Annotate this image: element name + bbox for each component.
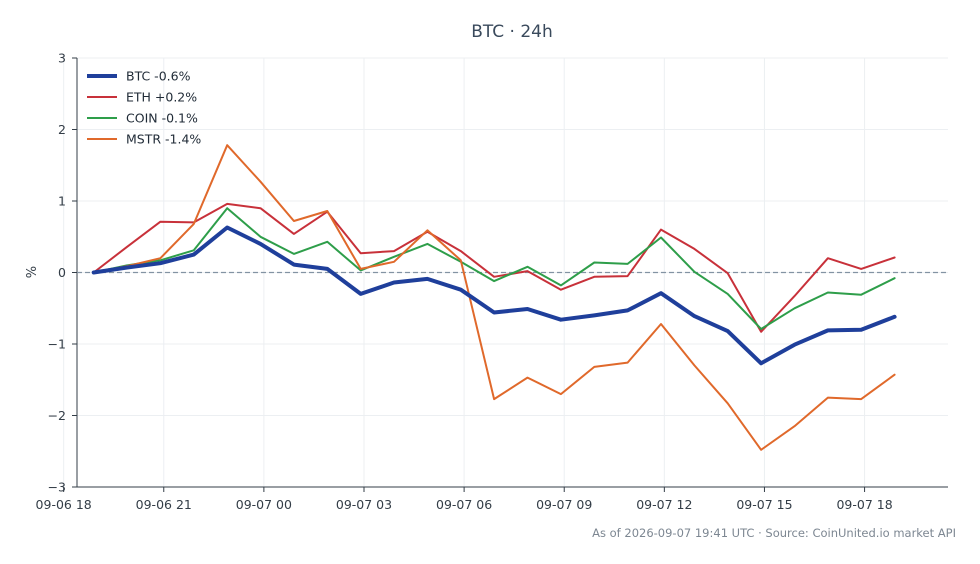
x-ticks: 09-06 18 09-06 21 09-07 00 09-07 03 09-07 06… [36, 487, 893, 512]
y-tick-label: 2 [58, 122, 66, 137]
y-tick-label: 3 [58, 51, 66, 66]
x-tick-label: 09-06 18 [36, 497, 92, 512]
series-line-3 [92, 144, 896, 451]
x-tick-label: 09-07 06 [436, 497, 492, 512]
y-axis-label: % [25, 266, 40, 278]
y-tick-label: 1 [58, 194, 66, 209]
x-tick-label: 09-07 12 [636, 497, 692, 512]
x-tick-label: 09-07 09 [536, 497, 592, 512]
x-tick-label: 09-07 18 [836, 497, 892, 512]
series-line-1 [92, 202, 896, 333]
series-line-0 [91, 225, 897, 366]
legend-label-2: COIN -0.1% [126, 111, 198, 126]
series-line-2 [92, 207, 896, 330]
x-tick-label: 09-07 00 [236, 497, 292, 512]
y-ticks: 3 2 1 0 −1 −2 −3 [48, 51, 77, 495]
y-tick-label: −3 [48, 480, 66, 495]
legend: BTC -0.6% ETH +0.2% COIN -0.1% MSTR -1.4% [87, 69, 201, 147]
x-tick-label: 09-07 03 [336, 497, 392, 512]
y-tick-label: −1 [48, 337, 66, 352]
legend-label-1: ETH +0.2% [126, 90, 197, 105]
chart-title: BTC · 24h [471, 22, 553, 42]
x-tick-label: 09-07 15 [736, 497, 792, 512]
x-tick-label: 09-06 21 [136, 497, 192, 512]
series-lines [91, 144, 897, 451]
legend-label-0: BTC -0.6% [126, 69, 191, 84]
legend-label-3: MSTR -1.4% [126, 132, 201, 147]
y-tick-label: −2 [48, 408, 66, 423]
y-tick-label: 0 [58, 265, 66, 280]
footer-source: As of 2026-09-07 19:41 UTC · Source: Coi… [592, 526, 956, 540]
